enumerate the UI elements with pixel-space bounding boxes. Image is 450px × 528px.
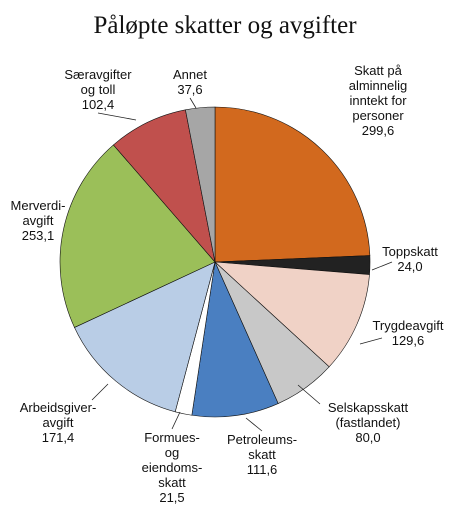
- slice-value-label: 253,1: [22, 228, 55, 243]
- leader-line: [297, 384, 321, 405]
- chart-title: Påløpte skatter og avgifter: [93, 12, 357, 39]
- leader-line: [245, 417, 263, 432]
- slice-label-arbeidsgiver-avgift: Arbeidsgiver-avgift 171,4: [20, 400, 97, 445]
- pie-slice-arbeidsgiver-avgift: [74, 261, 216, 413]
- slice-label-skatt-pa-alminnelig-inntekt-for-personer: Skatt på alminnelig inntekt for personer 299…: [349, 63, 408, 138]
- slice-label-line: Toppskatt: [382, 244, 438, 259]
- slice-labels: Skatt på alminnelig inntekt for personer 299…: [11, 63, 444, 505]
- slice-label-line: Petroleums-: [227, 432, 297, 447]
- slice-label-petroleums-skatt: Petroleums-skatt 111,6: [227, 432, 297, 477]
- pie-slices: [59, 106, 371, 418]
- slice-value-label: 21,5: [159, 490, 184, 505]
- slice-label-line: Trygdeavgift: [372, 318, 443, 333]
- slice-label-line: personer: [352, 108, 404, 123]
- slice-label-line: Skatt på: [354, 63, 402, 78]
- slice-value-label: 111,6: [247, 462, 278, 477]
- pie-slice-petroleums-skatt: [191, 260, 279, 418]
- pie-slice-trygdeavgift: [214, 261, 370, 368]
- slice-label-line: Formues-: [144, 430, 200, 445]
- slice-label-line: Særavgifter: [64, 67, 132, 82]
- slice-label-line: og: [165, 445, 179, 460]
- slice-label-annet: Annet 37,6: [173, 67, 207, 97]
- leader-line: [97, 112, 137, 121]
- leader-line: [171, 411, 181, 430]
- slice-label-trygdeavgift: Trygdeavgift 129,6: [372, 318, 443, 348]
- slice-label-merverdi-avgift: Merverdi-avgift 253,1: [11, 198, 66, 243]
- slice-label-formues-og-eiendoms-skatt: Formues-og eiendoms-skatt 21,5: [142, 430, 203, 505]
- leader-lines: [91, 97, 393, 432]
- leader-line: [371, 261, 393, 271]
- slice-label-toppskatt: Toppskatt 24,0: [382, 244, 438, 274]
- leader-line: [359, 337, 383, 345]
- slice-label-line: Arbeidsgiver-: [20, 400, 97, 415]
- slice-value-label: 129,6: [392, 333, 425, 348]
- slice-value-label: 80,0: [355, 430, 380, 445]
- slice-label-line: (fastlandet): [335, 415, 400, 430]
- slice-label-line: og toll: [81, 82, 116, 97]
- slice-value-label: 24,0: [397, 259, 422, 274]
- slice-label-line: inntekt for: [349, 93, 407, 108]
- leader-line: [189, 97, 197, 109]
- slice-label-selskapsskatt-fastlandet: Selskapsskatt (fastlandet) 80,0: [328, 400, 409, 445]
- slice-value-label: 171,4: [42, 430, 75, 445]
- slice-label-line: avgift: [42, 415, 73, 430]
- slice-label-line: skatt: [158, 475, 186, 490]
- leader-line: [91, 383, 109, 401]
- slice-label-line: avgift: [22, 213, 53, 228]
- slice-label-line: Annet: [173, 67, 207, 82]
- pie-slice-skatt-pa-alminnelig-inntekt-for-personer: [214, 106, 371, 263]
- slice-label-line: alminnelig: [349, 78, 408, 93]
- slice-label-line: Merverdi-: [11, 198, 66, 213]
- slice-value-label: 102,4: [82, 97, 115, 112]
- slice-value-label: 299,6: [362, 123, 395, 138]
- slice-label-saeravgifter-og-toll: Særavgifter og toll 102,4: [64, 67, 132, 112]
- pie-slice-annet: [185, 106, 216, 263]
- pie-slice-merverdi-avgift: [59, 144, 216, 328]
- slice-label-line: skatt: [248, 447, 276, 462]
- slice-label-line: Selskapsskatt: [328, 400, 409, 415]
- slice-value-label: 37,6: [177, 82, 202, 97]
- slice-label-line: eiendoms-: [142, 460, 203, 475]
